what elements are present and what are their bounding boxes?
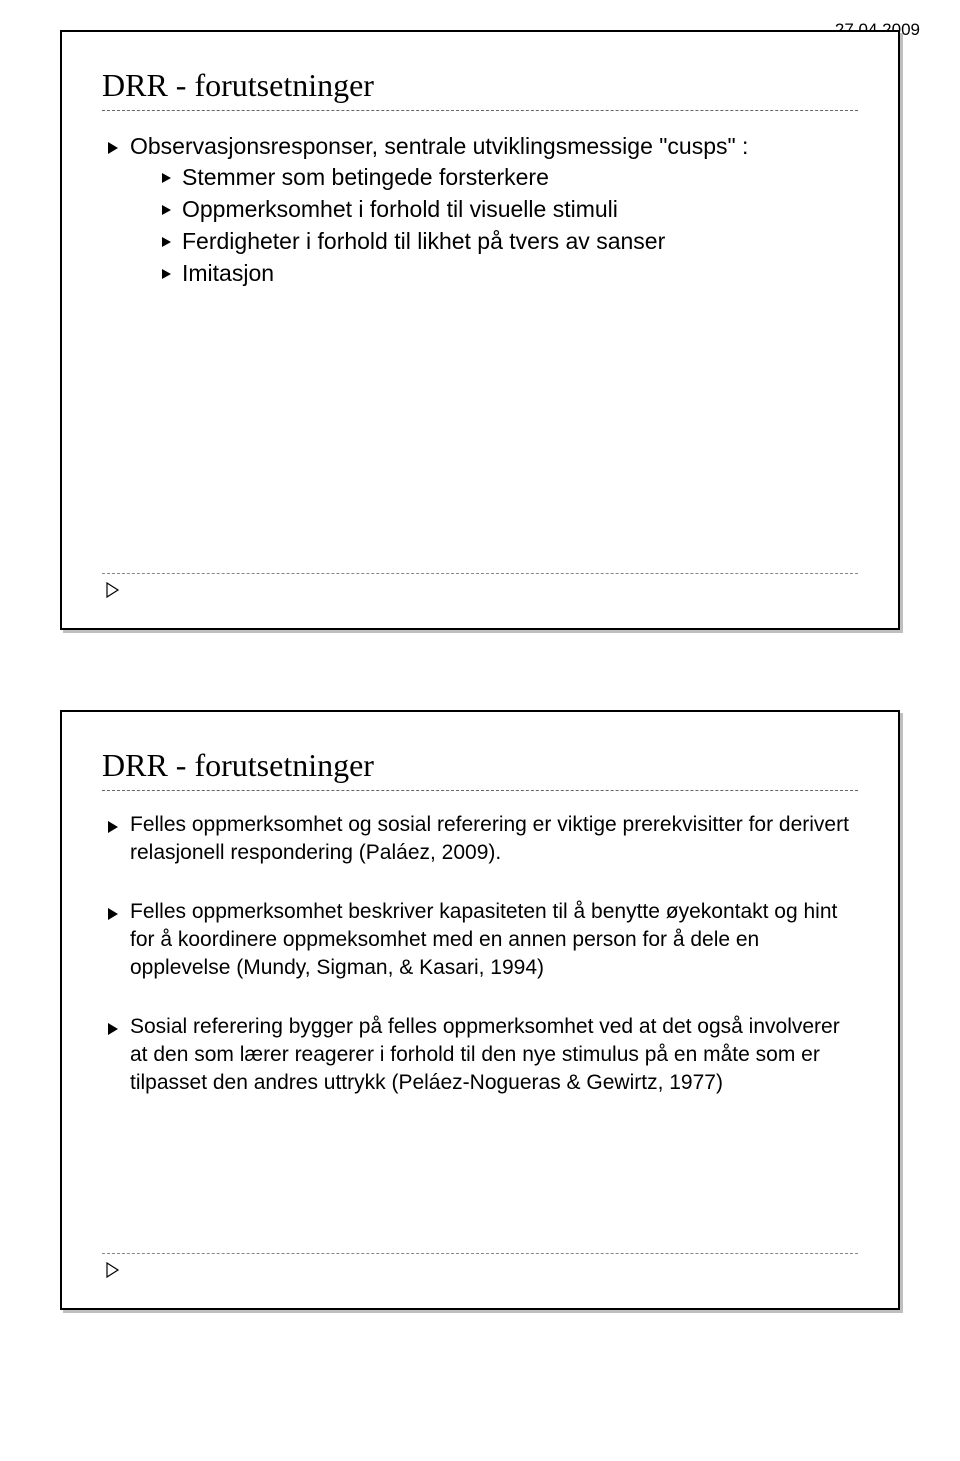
footer-triangle-icon (106, 1262, 120, 1278)
slide-1-subitem: Stemmer som betingede forsterkere (158, 162, 858, 193)
slide-2-bullet: Felles oppmerksomhet beskriver kapasitet… (102, 898, 858, 983)
slide-2: DRR - forutsetninger Felles oppmerksomhe… (60, 710, 900, 1310)
slide-1-sublist: Stemmer som betingede forsterkere Oppmer… (158, 162, 858, 289)
footer-triangle-icon (106, 582, 120, 598)
slide-2-bullet: Felles oppmerksomhet og sosial refererin… (102, 811, 858, 868)
slide-1-footer (102, 573, 858, 603)
slide-1-intro-text: Observasjonsresponser, sentrale utviklin… (130, 133, 748, 159)
footer-divider (102, 573, 858, 574)
slide-1: DRR - forutsetninger Observasjonsrespons… (60, 30, 900, 630)
title-divider (102, 110, 858, 111)
slide-1-subitem: Imitasjon (158, 258, 858, 289)
slide-1-title: DRR - forutsetninger (102, 67, 858, 104)
title-divider (102, 790, 858, 791)
slide-2-title: DRR - forutsetninger (102, 747, 858, 784)
slide-1-list: Observasjonsresponser, sentrale utviklin… (102, 131, 858, 289)
slide-2-footer (102, 1253, 858, 1283)
slide-2-bullet: Sosial referering bygger på felles oppme… (102, 1013, 858, 1098)
slide-1-body: Observasjonsresponser, sentrale utviklin… (102, 131, 858, 561)
slide-1-subitem: Ferdigheter i forhold til likhet på tver… (158, 226, 858, 257)
slide-1-intro-item: Observasjonsresponser, sentrale utviklin… (102, 131, 858, 289)
footer-divider (102, 1253, 858, 1254)
slide-1-subitem: Oppmerksomhet i forhold til visuelle sti… (158, 194, 858, 225)
slide-2-list: Felles oppmerksomhet og sosial refererin… (102, 811, 858, 1098)
page-container: 27.04.2009 DRR - forutsetninger Observas… (0, 0, 960, 1450)
